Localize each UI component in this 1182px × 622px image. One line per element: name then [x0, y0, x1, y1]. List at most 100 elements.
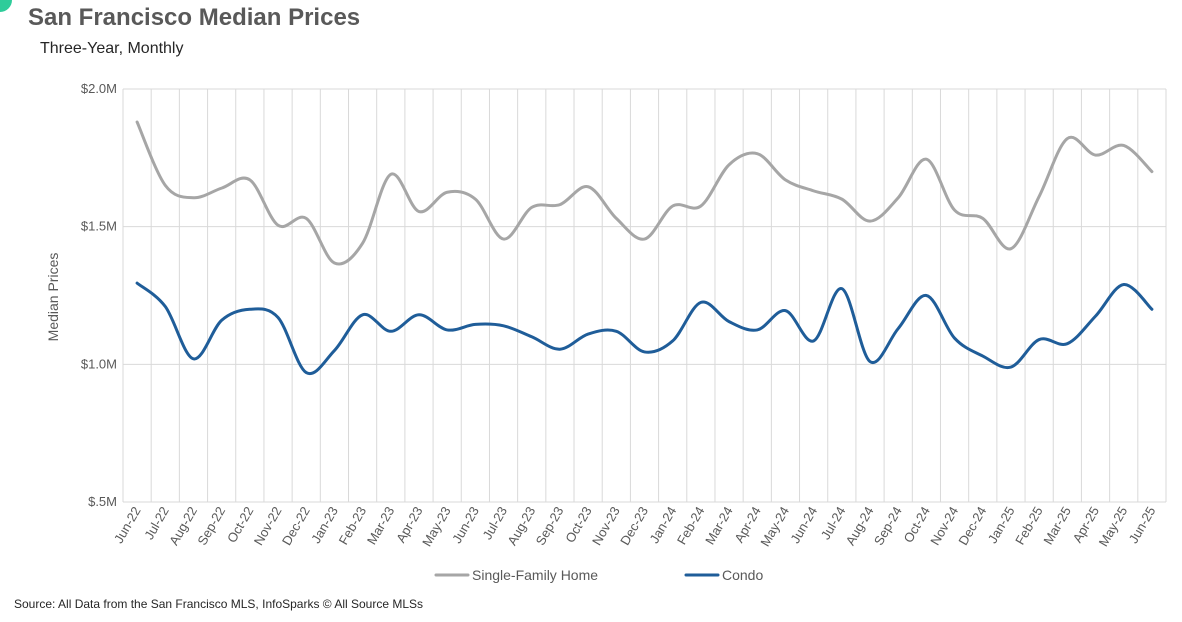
data-point [192, 196, 195, 199]
source-note: Source: All Data from the San Francisco … [14, 597, 424, 611]
data-point [164, 305, 167, 308]
data-point [1038, 195, 1041, 198]
data-point [530, 335, 533, 338]
x-tick-label: Dec-22 [279, 504, 313, 548]
x-tick-label: Jun-25 [1126, 504, 1159, 546]
data-point [417, 313, 420, 316]
data-point [1066, 137, 1069, 140]
data-point [530, 206, 533, 209]
data-point [1150, 170, 1153, 173]
series-line-single-family [135, 120, 1154, 266]
y-tick-label: $2.0M [81, 81, 117, 96]
y-tick-label: $1.0M [81, 356, 117, 371]
data-point [1122, 144, 1125, 147]
data-point [897, 327, 900, 330]
data-point [333, 349, 336, 352]
data-point [1038, 338, 1041, 341]
data-point [840, 198, 843, 201]
x-tick-label: Sep-24 [871, 504, 905, 548]
data-point [558, 203, 561, 206]
data-point [869, 360, 872, 363]
x-tick-label: Sep-22 [194, 504, 228, 548]
data-point [1009, 247, 1012, 250]
data-point [248, 308, 251, 311]
data-point [587, 333, 590, 336]
series-lines [135, 120, 1154, 376]
x-tick-label: Mar-23 [364, 504, 398, 547]
data-point [925, 158, 928, 161]
data-point [869, 220, 872, 223]
line-chart: $.5M $1.0M $1.5M $2.0M Median Prices Jun-22… [45, 81, 1167, 583]
data-point [1066, 342, 1069, 345]
data-point [587, 185, 590, 188]
data-point [361, 313, 364, 316]
x-tick-label: Dec-24 [955, 504, 989, 548]
x-axis-ticks: Jun-22Jul-22Aug-22Sep-22Oct-22Nov-22Dec-… [111, 504, 1159, 549]
data-point [615, 217, 618, 220]
data-point [136, 121, 139, 124]
legend-label-single-family: Single-Family Home [472, 567, 598, 583]
data-point [136, 282, 139, 285]
data-point [361, 242, 364, 245]
data-point [643, 238, 646, 241]
x-tick-label: Sep-23 [533, 504, 567, 548]
data-point [812, 189, 815, 192]
x-tick-label: Jun-22 [111, 504, 144, 546]
data-point [671, 339, 674, 342]
series-line-condo [135, 281, 1154, 376]
y-axis-label: Median Prices [45, 253, 61, 342]
data-point [1150, 308, 1153, 311]
data-point [981, 217, 984, 220]
data-point [417, 210, 420, 213]
x-tick-label: Dec-23 [617, 504, 651, 548]
data-point [784, 309, 787, 312]
data-point [474, 198, 477, 201]
data-point [305, 217, 308, 220]
corner-accent [0, 0, 12, 12]
data-point [220, 187, 223, 190]
data-point [1094, 154, 1097, 157]
x-tick-label: Jun-24 [787, 504, 820, 546]
chart-subtitle: Three-Year, Monthly [40, 40, 184, 57]
data-point [699, 301, 702, 304]
data-point [502, 324, 505, 327]
data-point [756, 152, 759, 155]
data-point [1094, 315, 1097, 318]
data-point [474, 323, 477, 326]
y-axis-ticks: $.5M $1.0M $1.5M $2.0M [81, 81, 117, 509]
gridlines [122, 88, 1167, 503]
y-tick-label: $.5M [88, 494, 117, 509]
data-point [389, 330, 392, 333]
x-tick-label: Mar-25 [1040, 504, 1074, 547]
data-point [784, 178, 787, 181]
data-point [812, 339, 815, 342]
data-point [840, 287, 843, 290]
data-point [953, 209, 956, 212]
data-point [220, 319, 223, 322]
data-point [277, 224, 280, 227]
legend: Single-Family Home Condo [434, 567, 763, 583]
data-point [699, 205, 702, 208]
data-point [389, 173, 392, 176]
data-point [248, 178, 251, 181]
data-point [446, 328, 449, 331]
data-point [981, 355, 984, 358]
legend-label-condo: Condo [722, 567, 763, 583]
data-point [756, 328, 759, 331]
data-point [1009, 366, 1012, 369]
data-point [615, 330, 618, 333]
data-point [728, 163, 731, 166]
data-point [953, 337, 956, 340]
x-tick-label: Jun-23 [449, 504, 482, 546]
data-point [502, 238, 505, 241]
data-point [558, 348, 561, 351]
data-point [925, 294, 928, 297]
y-tick-label: $1.5M [81, 219, 117, 234]
data-point [333, 262, 336, 265]
data-point [1122, 283, 1125, 286]
data-point [897, 196, 900, 199]
x-tick-label: Mar-24 [702, 504, 736, 547]
data-point [164, 184, 167, 187]
data-point [305, 371, 308, 374]
data-point [446, 191, 449, 194]
